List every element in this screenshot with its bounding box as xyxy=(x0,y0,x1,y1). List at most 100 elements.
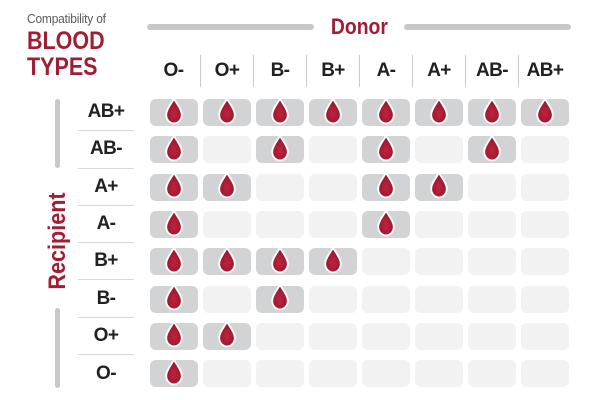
incompatible-pill xyxy=(414,360,463,388)
cell-AB+-B+ xyxy=(306,94,359,131)
cell-AB--AB+ xyxy=(518,131,571,168)
chart-title: BLOOD TYPES xyxy=(27,28,105,80)
incompatible-pill xyxy=(255,173,304,201)
recipient-axis-line-bottom xyxy=(55,308,60,388)
incompatible-pill xyxy=(520,173,569,201)
incompatible-pill xyxy=(414,248,463,276)
donor-axis-header: Donor xyxy=(147,14,572,39)
cell-A--B- xyxy=(253,206,306,243)
cell-AB--A- xyxy=(359,131,412,168)
cell-A+-A- xyxy=(359,169,412,206)
cell-AB+-A+ xyxy=(412,94,465,131)
donor-header-B+: B+ xyxy=(306,55,359,87)
cell-B--B- xyxy=(253,280,306,317)
cell-AB--O+ xyxy=(200,131,253,168)
incompatible-pill xyxy=(414,136,463,164)
cell-A+-AB- xyxy=(465,169,518,206)
cell-A+-B+ xyxy=(306,169,359,206)
donor-header-AB-: AB- xyxy=(465,55,518,87)
cell-B+-AB- xyxy=(465,243,518,280)
cell-O--AB- xyxy=(465,355,518,392)
recipient-label-A-: A- xyxy=(78,206,134,244)
recipient-axis-line-top xyxy=(55,99,60,168)
blood-drop-icon xyxy=(217,97,236,124)
blood-drop-icon xyxy=(429,97,448,124)
cell-O--A+ xyxy=(412,355,465,392)
cell-A--AB+ xyxy=(518,206,571,243)
cell-O--B- xyxy=(253,355,306,392)
cell-O+-O+ xyxy=(200,318,253,355)
incompatible-pill xyxy=(255,211,304,239)
incompatible-pill xyxy=(308,136,357,164)
cell-O+-B+ xyxy=(306,318,359,355)
cell-O+-O- xyxy=(147,318,200,355)
blood-drop-icon xyxy=(535,97,554,124)
cell-O+-A- xyxy=(359,318,412,355)
blood-drop-icon xyxy=(376,171,395,199)
cell-AB--O- xyxy=(147,131,200,168)
incompatible-pill xyxy=(414,211,463,239)
chart-pretitle: Compatibility of xyxy=(27,11,106,26)
incompatible-pill xyxy=(255,322,304,350)
incompatible-pill xyxy=(414,322,463,350)
incompatible-pill xyxy=(467,248,516,276)
cell-B+-O- xyxy=(147,243,200,280)
incompatible-pill xyxy=(361,360,410,388)
donor-header-O-: O- xyxy=(163,60,185,81)
incompatible-pill xyxy=(202,285,251,313)
chart-title-line2: TYPES xyxy=(27,53,98,81)
incompatible-pill xyxy=(361,322,410,350)
cell-A+-A+ xyxy=(412,169,465,206)
chart-title-line1: BLOOD xyxy=(27,27,105,55)
cell-AB+-AB+ xyxy=(518,94,571,131)
blood-drop-icon xyxy=(164,321,183,348)
incompatible-pill xyxy=(202,136,251,164)
donor-axis-label: Donor xyxy=(330,14,388,39)
cell-A+-O+ xyxy=(200,169,253,206)
recipient-label-A+: A+ xyxy=(78,169,134,206)
incompatible-pill xyxy=(467,322,516,350)
blood-drop-icon xyxy=(217,246,236,274)
cell-B+-B- xyxy=(253,243,306,280)
blood-drop-icon xyxy=(164,246,183,274)
incompatible-pill xyxy=(414,285,463,313)
blood-drop-icon xyxy=(164,97,183,124)
recipient-label-O-: O- xyxy=(96,362,117,384)
blood-drop-icon xyxy=(270,97,289,124)
blood-drop-icon xyxy=(164,134,183,162)
incompatible-pill xyxy=(520,248,569,276)
blood-drop-icon xyxy=(164,283,183,311)
cell-B+-A- xyxy=(359,243,412,280)
incompatible-pill xyxy=(520,360,569,388)
cell-AB--B- xyxy=(253,131,306,168)
cell-A+-AB+ xyxy=(518,169,571,206)
cell-AB+-AB- xyxy=(465,94,518,131)
blood-drop-icon xyxy=(323,97,342,124)
cell-A--O- xyxy=(147,206,200,243)
cell-A--B+ xyxy=(306,206,359,243)
recipient-label-B+: B+ xyxy=(78,243,134,281)
recipient-axis-label: Recipient xyxy=(44,192,71,290)
blood-drop-icon xyxy=(217,321,236,348)
cell-O--AB+ xyxy=(518,355,571,392)
incompatible-pill xyxy=(308,360,357,388)
donor-type-header-row: O- O+ B- B+ A- A+ AB- AB+ xyxy=(147,55,571,87)
blood-drop-icon xyxy=(429,171,448,199)
incompatible-pill xyxy=(202,211,251,239)
blood-drop-icon xyxy=(482,97,501,124)
incompatible-pill xyxy=(467,211,516,239)
incompatible-pill xyxy=(308,322,357,350)
cell-AB+-A- xyxy=(359,94,412,131)
cell-B--B+ xyxy=(306,280,359,317)
recipient-type-label-column: AB+ AB- A+ A- B+ B- O+ O- xyxy=(78,94,134,392)
incompatible-pill xyxy=(308,173,357,201)
recipient-label-AB+: AB+ xyxy=(78,94,134,132)
cell-O+-AB+ xyxy=(518,318,571,355)
cell-B--O+ xyxy=(200,280,253,317)
cell-A+-O- xyxy=(147,169,200,206)
cell-AB--B+ xyxy=(306,131,359,168)
blood-drop-icon xyxy=(270,246,289,274)
blood-drop-icon xyxy=(376,97,395,124)
chart-title-block: Compatibility of BLOOD TYPES xyxy=(27,11,117,80)
incompatible-pill xyxy=(520,285,569,313)
